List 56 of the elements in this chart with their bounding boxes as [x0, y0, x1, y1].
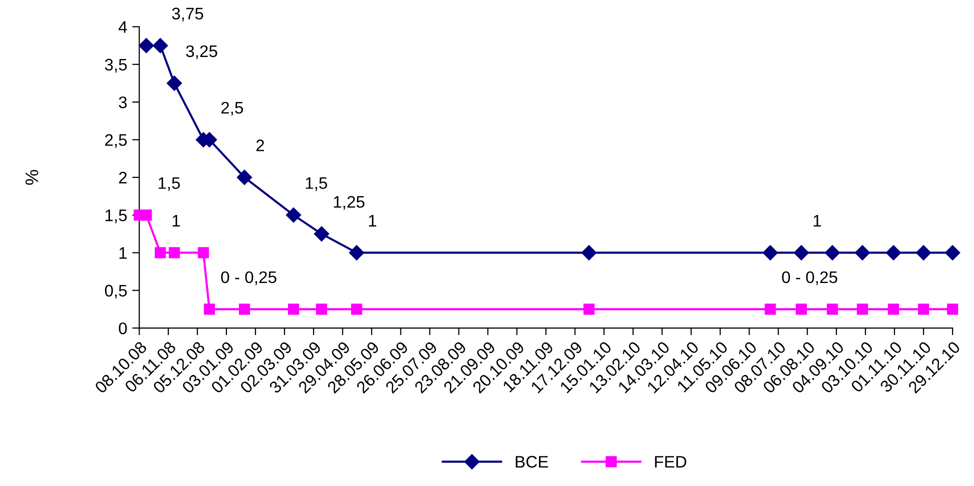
y-tick-label: 4	[118, 21, 127, 33]
point	[288, 304, 300, 315]
data-label: 1,5	[158, 177, 180, 191]
data-label: 1,5	[306, 177, 328, 191]
point	[945, 245, 960, 260]
y-tick-label: 1	[119, 247, 127, 259]
point	[947, 304, 958, 315]
legend-label: BCE	[516, 456, 548, 468]
point	[154, 247, 166, 258]
point	[762, 245, 778, 260]
point	[854, 245, 870, 260]
point	[888, 304, 900, 315]
point	[152, 38, 168, 54]
point	[238, 304, 250, 315]
point	[794, 245, 809, 260]
point	[204, 304, 215, 315]
point	[349, 245, 364, 260]
data-label: 2,5	[221, 102, 243, 116]
point	[351, 304, 362, 315]
y-axis-title: %	[26, 170, 38, 185]
point	[764, 304, 776, 315]
point	[886, 245, 902, 260]
data-label: 3,75	[172, 8, 204, 22]
data-label: 2	[256, 140, 264, 152]
point	[138, 38, 154, 54]
point	[581, 245, 597, 260]
data-label: 1	[369, 215, 376, 226]
point	[826, 304, 838, 315]
point	[824, 245, 840, 260]
point	[583, 304, 595, 315]
y-tick-label: 2,5	[105, 134, 127, 148]
point	[796, 304, 807, 315]
point	[140, 210, 152, 221]
point	[918, 304, 930, 315]
data-label: 3,25	[186, 45, 218, 60]
point	[314, 226, 330, 242]
point	[166, 76, 182, 91]
y-tick-label: 1,5	[106, 210, 127, 224]
point	[856, 304, 868, 315]
data-label: 1	[814, 215, 821, 226]
point	[236, 170, 252, 185]
y-tick-label: 0,5	[104, 284, 127, 299]
legend-label: FED	[655, 456, 686, 468]
point	[916, 245, 932, 260]
data-label: 0 - 0,25	[221, 271, 276, 286]
y-tick-label: 3,5	[104, 58, 127, 73]
y-tick-label: 2	[119, 172, 127, 184]
point	[286, 207, 302, 223]
y-tick-label: 0	[118, 322, 127, 334]
data-label: 1,25	[334, 196, 364, 210]
point	[316, 304, 328, 315]
data-label: 0 - 0,25	[782, 271, 838, 286]
data-label: 1	[172, 215, 180, 226]
point	[198, 247, 209, 258]
point	[168, 247, 180, 258]
y-tick-label: 3	[118, 96, 127, 108]
